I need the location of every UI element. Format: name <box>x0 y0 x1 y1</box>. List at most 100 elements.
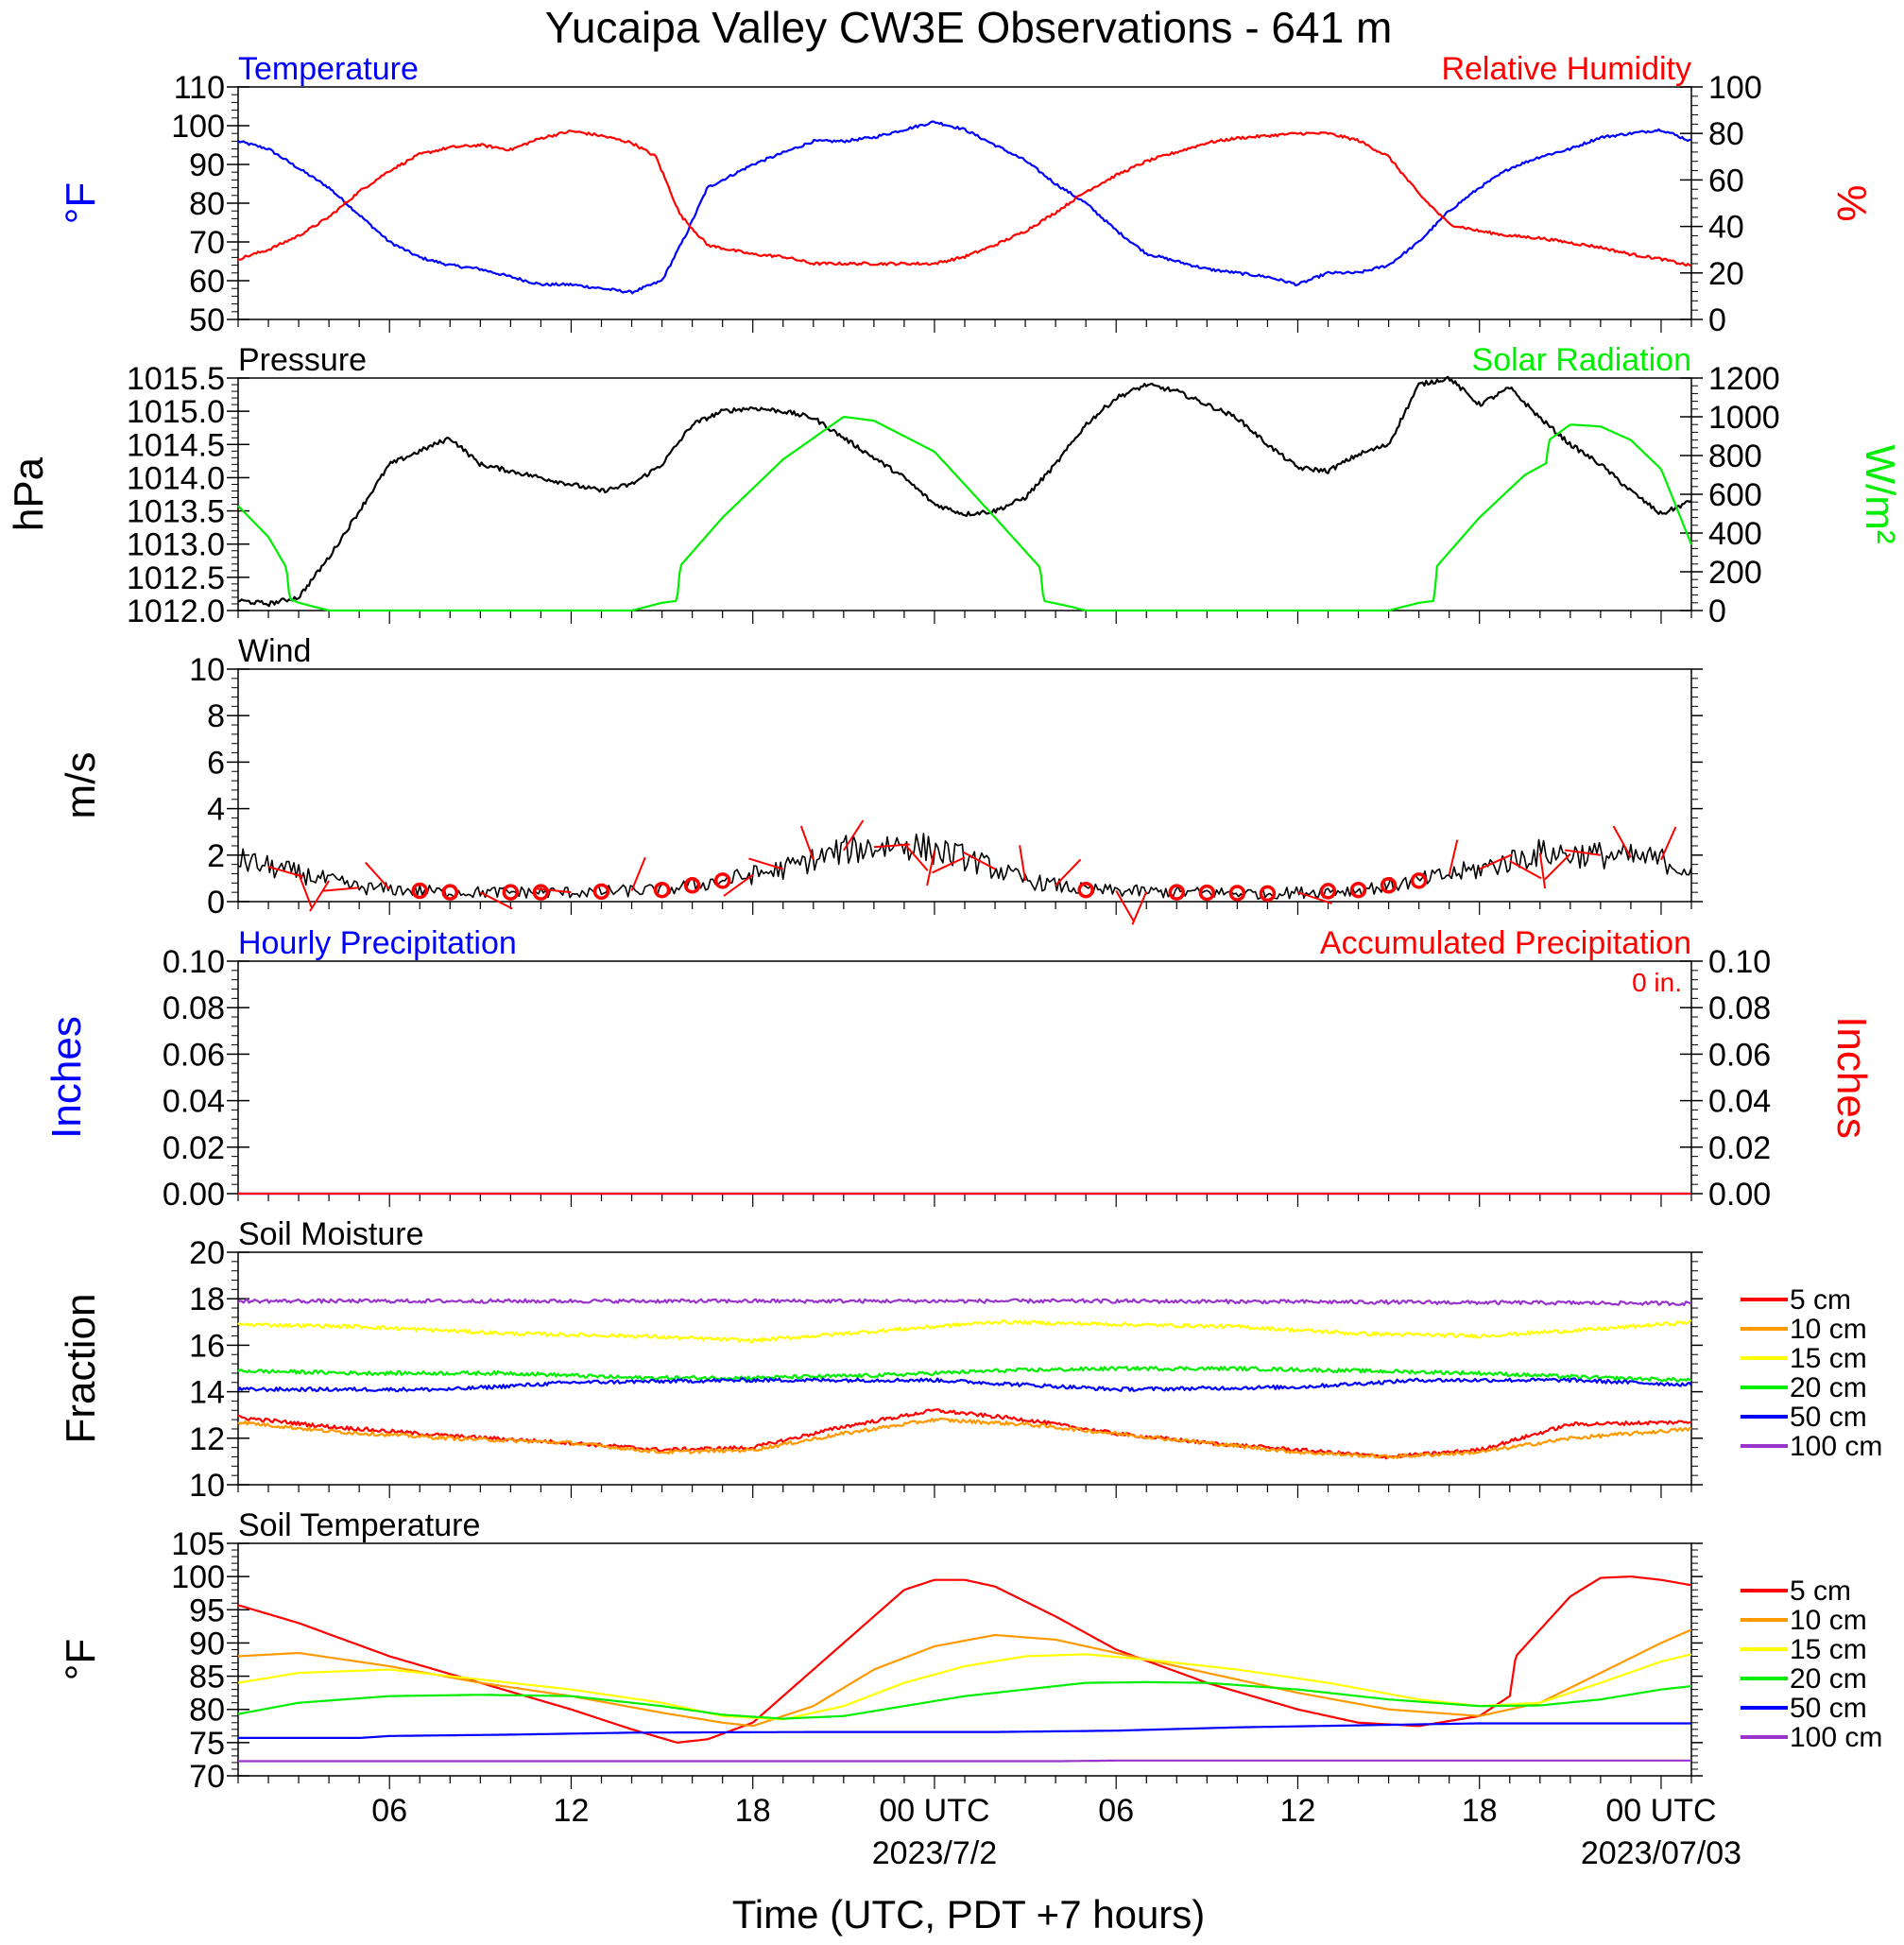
series-10-cm <box>237 1417 1692 1459</box>
panel-soil-moisture: 10 12 14 16 18 20 Soil Moisture Fraction 5 cm10 … <box>58 1216 1882 1504</box>
left-tick-label: 16 <box>189 1328 225 1364</box>
series-wind <box>237 833 1692 900</box>
calm-wind-marker <box>1349 881 1367 899</box>
calm-wind-marker <box>441 884 459 901</box>
left-tick-label: 90 <box>189 147 225 183</box>
left-tick-label: 0.04 <box>163 1084 225 1120</box>
right-tick-label: 40 <box>1708 210 1744 246</box>
left-tick-label: 75 <box>189 1726 225 1762</box>
right-tick-label: 100 <box>1708 70 1762 106</box>
left-tick-label: 1015.5 <box>127 361 225 397</box>
left-tick-label: 18 <box>189 1282 225 1317</box>
calm-wind-marker <box>1168 884 1186 901</box>
right-tick-label: 0 <box>1708 594 1726 629</box>
wind-barb <box>1019 845 1027 882</box>
chart-title: Yucaipa Valley CW3E Observations - 641 m <box>545 3 1393 52</box>
panel-title-left: Soil Temperature <box>238 1507 480 1543</box>
left-tick-label: 2 <box>207 838 225 874</box>
wind-barb <box>963 851 996 870</box>
wind-barb <box>1660 826 1677 861</box>
plot-frame <box>237 960 1692 1195</box>
x-tick-label: 00 UTC <box>879 1793 989 1829</box>
series-solar-radiation <box>237 416 1693 612</box>
left-tick-label: 0.06 <box>163 1037 225 1073</box>
wind-barb <box>630 856 646 891</box>
x-tick-label: 12 <box>554 1793 590 1829</box>
wind-barb <box>309 880 330 912</box>
left-tick-label: 95 <box>189 1592 225 1628</box>
calm-wind-marker <box>411 882 428 900</box>
left-tick-label: 1012.5 <box>127 560 225 596</box>
wind-barb <box>365 861 390 890</box>
legend-label: 50 cm <box>1790 1402 1867 1433</box>
left-axis-label: Inches <box>43 1016 90 1139</box>
right-tick-label: 800 <box>1708 439 1762 474</box>
panel-wind: 0 2 4 6 8 10 Wind m/s <box>58 633 1703 925</box>
wind-barb <box>1131 890 1148 925</box>
calm-wind-marker <box>1228 885 1246 902</box>
wind-barb <box>1297 891 1332 904</box>
wind-barb <box>323 886 360 892</box>
panel-title-right: Relative Humidity <box>1441 51 1691 87</box>
legend-label: 15 cm <box>1790 1634 1867 1665</box>
x-tick-label: 06 <box>371 1793 407 1829</box>
right-tick-label: 0.06 <box>1708 1037 1771 1073</box>
left-axis-label: Fraction <box>58 1294 104 1444</box>
wind-barb <box>1544 852 1571 881</box>
legend-label: 20 cm <box>1790 1372 1867 1403</box>
left-axis-label: hPa <box>6 456 52 531</box>
series-15-cm <box>237 1653 1692 1721</box>
right-tick-label: 0.02 <box>1708 1130 1771 1166</box>
calm-wind-marker <box>653 881 671 899</box>
series-temperature <box>237 120 1692 295</box>
calm-wind-marker <box>1259 885 1277 903</box>
left-tick-label: 0.08 <box>163 990 225 1026</box>
x-date-label: 2023/7/2 <box>872 1835 997 1871</box>
panel-title-left: Hourly Precipitation <box>238 925 517 961</box>
wind-barb <box>1115 890 1136 922</box>
wind-barb <box>748 857 784 870</box>
panel-pressure-solar: 1012.01012.51013.01013.51014.01014.51015… <box>6 342 1903 629</box>
left-tick-label: 1014.5 <box>127 427 225 463</box>
series-relative-humidity <box>238 129 1692 267</box>
left-tick-label: 1014.0 <box>127 460 225 496</box>
plot-frame <box>237 86 1692 320</box>
left-tick-label: 85 <box>189 1660 225 1695</box>
legend-label: 10 cm <box>1790 1314 1867 1345</box>
right-tick-label: 80 <box>1708 116 1744 152</box>
calm-wind-marker <box>683 877 701 894</box>
left-tick-label: 6 <box>207 745 225 781</box>
left-tick-label: 1013.0 <box>127 527 225 563</box>
left-axis-label: m/s <box>58 752 104 819</box>
left-tick-label: 90 <box>189 1626 225 1661</box>
x-axis: 06 12 18 00 UTC 2023/7/2 06 12 18 00 UTC 2023/07/… <box>371 1793 1741 1871</box>
x-tick-label: 06 <box>1098 1793 1134 1829</box>
right-axis-label: Inches <box>1828 1016 1875 1139</box>
wind-barb <box>1565 849 1602 856</box>
wind-barb <box>1509 860 1542 880</box>
right-tick-label: 200 <box>1708 555 1762 591</box>
calm-wind-marker <box>713 872 731 889</box>
left-tick-label: 100 <box>171 109 225 145</box>
legend-label: 100 cm <box>1790 1431 1882 1462</box>
left-axis-label: °F <box>58 182 104 224</box>
right-axis-label: % <box>1828 184 1875 221</box>
legend-label: 5 cm <box>1790 1284 1851 1316</box>
right-axis-label: W/m² <box>1857 444 1903 543</box>
legend-label: 100 cm <box>1790 1722 1882 1753</box>
series-5-cm <box>237 1575 1692 1744</box>
right-tick-label: 1000 <box>1708 400 1780 436</box>
panel-title-right: Accumulated Precipitation <box>1320 925 1691 961</box>
plot-frame <box>237 1542 1692 1777</box>
series-100-cm <box>238 1759 1691 1763</box>
left-tick-label: 20 <box>189 1235 225 1271</box>
left-axis-label: °F <box>58 1639 104 1680</box>
series-pressure <box>237 375 1692 608</box>
panel-title-left: Temperature <box>238 51 419 87</box>
right-tick-label: 0.04 <box>1708 1084 1771 1120</box>
left-tick-label: 100 <box>171 1559 225 1595</box>
panel-precipitation: 0.00 0.02 0.04 0.06 0.08 0.10 0.00 0.02 0.04 0.06… <box>43 925 1875 1213</box>
